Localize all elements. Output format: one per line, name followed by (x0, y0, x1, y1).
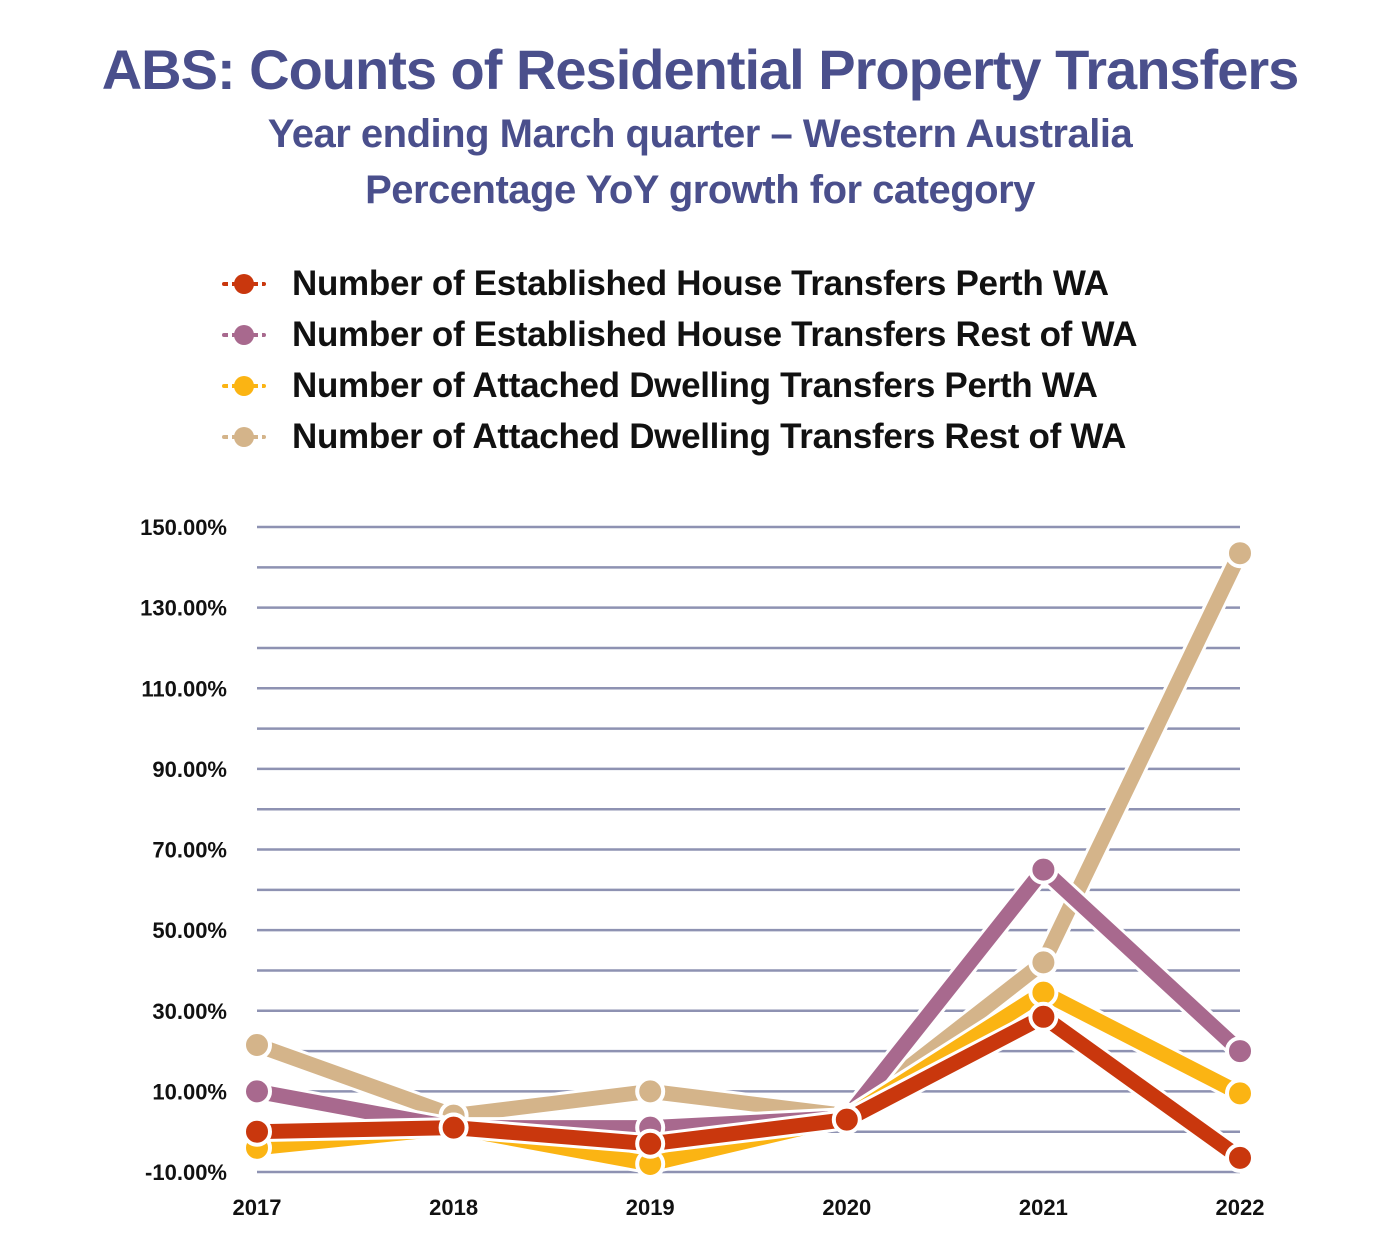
data-point (635, 1076, 666, 1107)
data-point (1225, 1078, 1255, 1109)
legend-item: Number of Attached Dwelling Transfers Re… (222, 411, 1137, 462)
y-tick-label: 110.00% (141, 676, 227, 701)
y-tick-label: 90.00% (152, 757, 227, 782)
series-group (242, 538, 1255, 1131)
y-tick-label: 150.00% (140, 515, 227, 540)
y-axis-labels: 150.00% 130.00% 110.00% 90.00% 70.00% 50.00% 3… (140, 515, 227, 1185)
x-tick-label: 2021 (1019, 1195, 1068, 1220)
chart-title: ABS: Counts of Residential Property Tran… (101, 38, 1300, 101)
series-group (242, 977, 1255, 1179)
legend-marker-icon (222, 375, 266, 396)
series-line-outline (246, 542, 1251, 1127)
y-tick-label: 130.00% (140, 596, 227, 621)
data-point (1225, 1142, 1255, 1173)
x-axis-labels: 2017 2018 2019 2020 2021 2022 (233, 1195, 1265, 1220)
y-tick-label: 70.00% (152, 838, 227, 863)
chart-header: ABS: Counts of Residential Property Tran… (0, 34, 1400, 218)
x-tick-label: 2022 (1216, 1195, 1265, 1220)
y-tick-label: 30.00% (152, 999, 227, 1024)
legend-marker-icon (222, 273, 266, 294)
series-line (249, 545, 1248, 1124)
legend-marker-icon (222, 324, 266, 345)
x-tick-label: 2019 (626, 1195, 675, 1220)
y-tick-label: 50.00% (152, 918, 227, 943)
data-point (1028, 854, 1059, 885)
data-point (1028, 947, 1059, 978)
chart-subtitle-2: Percentage YoY growth for category (365, 168, 1035, 212)
legend-label: Number of Established House Transfers Pe… (292, 263, 1109, 303)
legend-marker-icon (222, 426, 266, 447)
legend-label: Number of Established House Transfers Re… (292, 314, 1138, 354)
y-tick-label: 10.00% (152, 1079, 227, 1104)
data-point (1225, 1036, 1255, 1067)
legend-item: Number of Established House Transfers Re… (222, 309, 1138, 360)
series-group (242, 1001, 1255, 1173)
x-tick-label: 2017 (233, 1195, 282, 1220)
data-point (1028, 1001, 1059, 1032)
y-tick-label: -10.00% (145, 1160, 227, 1185)
legend-label: Number of Attached Dwelling Transfers Re… (292, 416, 1127, 456)
data-point (831, 1104, 862, 1135)
legend-label: Number of Attached Dwelling Transfers Pe… (292, 365, 1098, 405)
data-point (1028, 977, 1059, 1008)
legend-item: Number of Established House Transfers Pe… (222, 258, 1137, 309)
chart-subtitle: Year ending March quarter – Western Aust… (267, 112, 1133, 156)
data-point (635, 1128, 666, 1159)
data-point (242, 1076, 272, 1107)
chart-legend: Number of Established House Transfers Pe… (222, 258, 1138, 462)
data-point (242, 1030, 272, 1061)
x-tick-label: 2020 (822, 1195, 871, 1220)
x-tick-label: 2018 (429, 1195, 478, 1220)
data-point (438, 1112, 469, 1143)
legend-item: Number of Attached Dwelling Transfers Pe… (222, 360, 1137, 411)
data-point (242, 1116, 272, 1147)
data-point (1225, 538, 1255, 569)
series-line (249, 1009, 1248, 1166)
